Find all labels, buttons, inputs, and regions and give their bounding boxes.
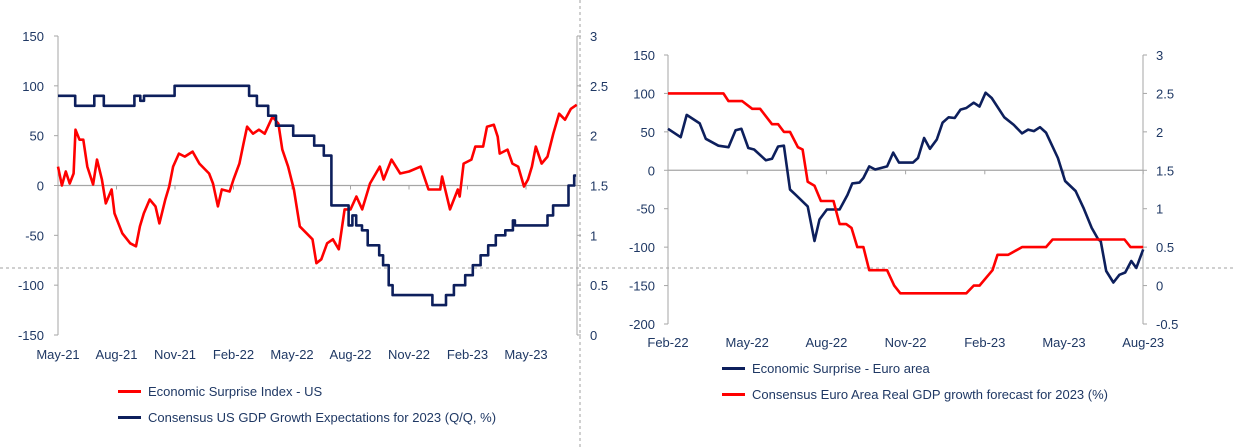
left-tick-label: -200 <box>629 317 655 332</box>
euro-chart: 150 100 50 0 -50 -100 -150 -200 3 2.5 2 1.5 1 0.5 0 -0.… <box>629 48 1178 350</box>
x-tick-label: Aug-22 <box>330 347 372 362</box>
legend-label: Consensus US GDP Growth Expectations for… <box>148 410 497 425</box>
x-tick-label: May-23 <box>1042 335 1085 350</box>
x-tick-label: Feb-23 <box>964 335 1005 350</box>
left-tick-label: 100 <box>633 86 655 101</box>
legend-item-euro-gdp: Consensus Euro Area Real GDP growth fore… <box>722 387 1108 402</box>
us-chart: 150 100 50 0 -50 -100 -150 3 2.5 2 1.5 1 0.5 0 May-21 A… <box>18 29 608 362</box>
x-tick-label: Aug-22 <box>805 335 847 350</box>
left-tick-label: 150 <box>633 48 655 63</box>
legend-label: Economic Surprise - Euro area <box>752 361 930 376</box>
x-tick-label: May-22 <box>726 335 769 350</box>
legend-label: Consensus Euro Area Real GDP growth fore… <box>752 387 1108 402</box>
left-tick-label: -100 <box>18 278 44 293</box>
left-tick-label: -50 <box>25 228 44 243</box>
legend-swatch-navy <box>118 416 141 419</box>
left-tick-label: 150 <box>22 29 44 44</box>
left-tick-label: 0 <box>648 163 655 178</box>
x-tick-label: May-22 <box>270 347 313 362</box>
legend-label: Economic Surprise Index - US <box>148 384 323 399</box>
left-tick-label: -100 <box>629 240 655 255</box>
x-tick-label: Nov-21 <box>154 347 196 362</box>
x-tick-label: Aug-21 <box>96 347 138 362</box>
right-tick-label: 2.5 <box>1156 86 1174 101</box>
x-tick-label: May-21 <box>36 347 79 362</box>
legend-item-us-gdp: Consensus US GDP Growth Expectations for… <box>118 410 496 425</box>
right-tick-label: 0.5 <box>590 278 608 293</box>
left-tick-label: 0 <box>37 179 44 194</box>
left-tick-label: 100 <box>22 79 44 94</box>
x-tick-label: Aug-23 <box>1122 335 1164 350</box>
legend-swatch-navy <box>722 367 745 370</box>
right-tick-label: 0 <box>1156 279 1163 294</box>
right-tick-label: 1.5 <box>590 179 608 194</box>
legend-item-euro-surprise: Economic Surprise - Euro area <box>722 361 930 376</box>
series-line-red <box>56 103 578 265</box>
right-tick-label: 2 <box>590 129 597 144</box>
x-tick-label: Feb-22 <box>213 347 254 362</box>
right-tick-label: 3 <box>590 29 597 44</box>
x-tick-label: Nov-22 <box>388 347 430 362</box>
right-tick-label: 1 <box>1156 202 1163 217</box>
right-tick-label: 1 <box>590 228 597 243</box>
series-line-red <box>668 92 1144 295</box>
right-tick-label: 3 <box>1156 48 1163 63</box>
x-tick-label: Nov-22 <box>885 335 927 350</box>
legend-swatch-red <box>118 390 141 393</box>
x-tick-label: Feb-23 <box>447 347 488 362</box>
left-tick-label: 50 <box>30 129 44 144</box>
right-tick-label: -0.5 <box>1156 317 1178 332</box>
right-tick-label: 2 <box>1156 125 1163 140</box>
legend-swatch-red <box>722 393 745 396</box>
left-tick-label: 50 <box>641 125 655 140</box>
series-line-navy <box>667 91 1145 284</box>
legend-item-us-surprise: Economic Surprise Index - US <box>118 384 322 399</box>
left-tick-label: -150 <box>629 279 655 294</box>
series-line-navy <box>58 84 577 307</box>
x-tick-label: Feb-22 <box>647 335 688 350</box>
left-tick-label: -50 <box>636 202 655 217</box>
left-tick-label: -150 <box>18 328 44 343</box>
right-tick-label: 2.5 <box>590 79 608 94</box>
right-tick-label: 0 <box>590 328 597 343</box>
right-tick-label: 1.5 <box>1156 163 1174 178</box>
x-tick-label: May-23 <box>504 347 547 362</box>
right-tick-label: 0.5 <box>1156 240 1174 255</box>
